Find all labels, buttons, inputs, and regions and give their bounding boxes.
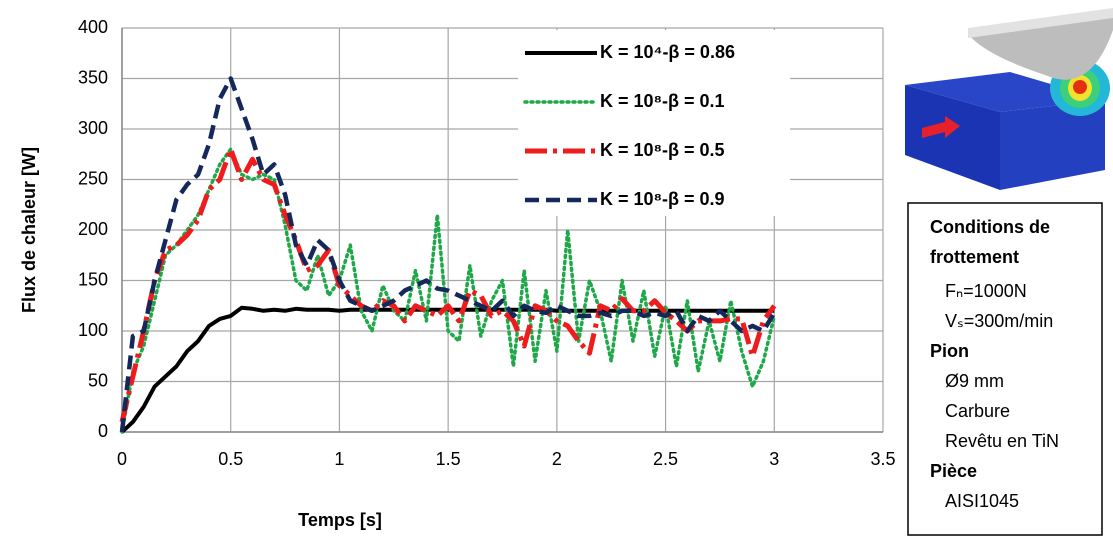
side-panel-text: Pièce (930, 461, 977, 481)
side-panel-text: Pion (930, 341, 969, 361)
side-panel-text: Fₙ=1000N (945, 281, 1027, 301)
y-tick-label: 200 (78, 219, 108, 239)
y-tick-label: 50 (88, 370, 108, 390)
x-tick-label: 0 (117, 449, 127, 469)
side-panel-box (907, 202, 1103, 536)
legend-label: K = 10⁴-β = 0.86 (600, 42, 735, 62)
series-line (119, 76, 777, 433)
y-tick-label: 100 (78, 320, 108, 340)
y-tick-label: 250 (78, 168, 108, 188)
legend-box (518, 30, 790, 216)
side-panel-text: Revêtu en TiN (945, 431, 1059, 451)
y-tick-label: 400 (78, 17, 108, 37)
x-tick-label: 1.5 (436, 449, 461, 469)
pin-illustration (905, 8, 1113, 190)
y-tick-label: 150 (78, 269, 108, 289)
series-line (119, 146, 777, 423)
side-panel-text: Ø9 mm (945, 371, 1004, 391)
x-tick-label: 2 (552, 449, 562, 469)
x-tick-label: 1 (334, 449, 344, 469)
series-line (120, 147, 777, 434)
y-axis-title: Flux de chaleur [W] (19, 147, 39, 313)
legend-label: K = 10⁸-β = 0.1 (600, 91, 725, 111)
legend-label: K = 10⁸-β = 0.5 (600, 140, 725, 160)
side-panel-text: Carbure (945, 401, 1010, 421)
y-tick-label: 300 (78, 118, 108, 138)
y-tick-label: 0 (98, 421, 108, 441)
legend-label: K = 10⁸-β = 0.9 (600, 189, 725, 209)
x-tick-label: 0.5 (218, 449, 243, 469)
x-tick-label: 3.5 (870, 449, 895, 469)
side-panel-text: frottement (930, 247, 1019, 267)
x-tick-label: 3 (769, 449, 779, 469)
side-panel-text: Conditions de (930, 217, 1050, 237)
side-panel-text: Vₛ=300m/min (945, 311, 1053, 331)
x-axis-title: Temps [s] (298, 510, 382, 530)
side-panel-text: AISI1045 (945, 491, 1019, 511)
y-tick-label: 350 (78, 67, 108, 87)
x-tick-label: 2.5 (653, 449, 678, 469)
